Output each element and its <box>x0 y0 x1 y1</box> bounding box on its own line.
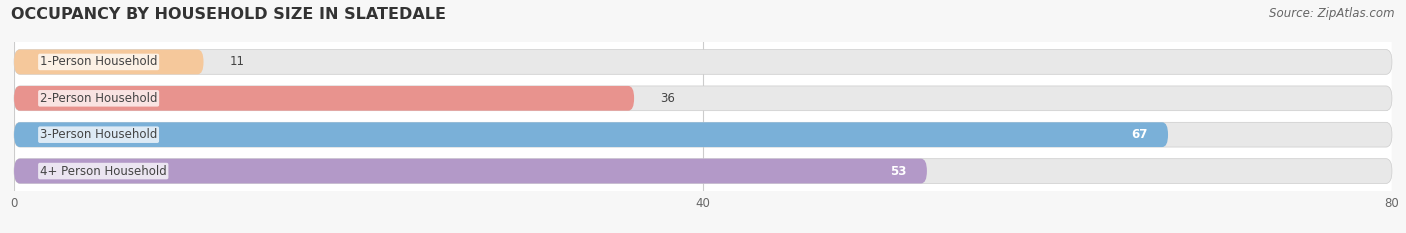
Text: 36: 36 <box>659 92 675 105</box>
Text: 3-Person Household: 3-Person Household <box>39 128 157 141</box>
FancyBboxPatch shape <box>14 159 927 183</box>
Text: 53: 53 <box>890 164 907 178</box>
Text: 1-Person Household: 1-Person Household <box>39 55 157 69</box>
FancyBboxPatch shape <box>14 50 1392 74</box>
Text: Source: ZipAtlas.com: Source: ZipAtlas.com <box>1270 7 1395 20</box>
FancyBboxPatch shape <box>14 159 1392 183</box>
FancyBboxPatch shape <box>14 122 1392 147</box>
Text: 11: 11 <box>229 55 245 69</box>
FancyBboxPatch shape <box>14 86 634 111</box>
Text: 67: 67 <box>1130 128 1147 141</box>
FancyBboxPatch shape <box>14 122 1168 147</box>
FancyBboxPatch shape <box>14 86 1392 111</box>
Text: 2-Person Household: 2-Person Household <box>39 92 157 105</box>
Text: 4+ Person Household: 4+ Person Household <box>39 164 167 178</box>
FancyBboxPatch shape <box>14 50 204 74</box>
Text: OCCUPANCY BY HOUSEHOLD SIZE IN SLATEDALE: OCCUPANCY BY HOUSEHOLD SIZE IN SLATEDALE <box>11 7 446 22</box>
